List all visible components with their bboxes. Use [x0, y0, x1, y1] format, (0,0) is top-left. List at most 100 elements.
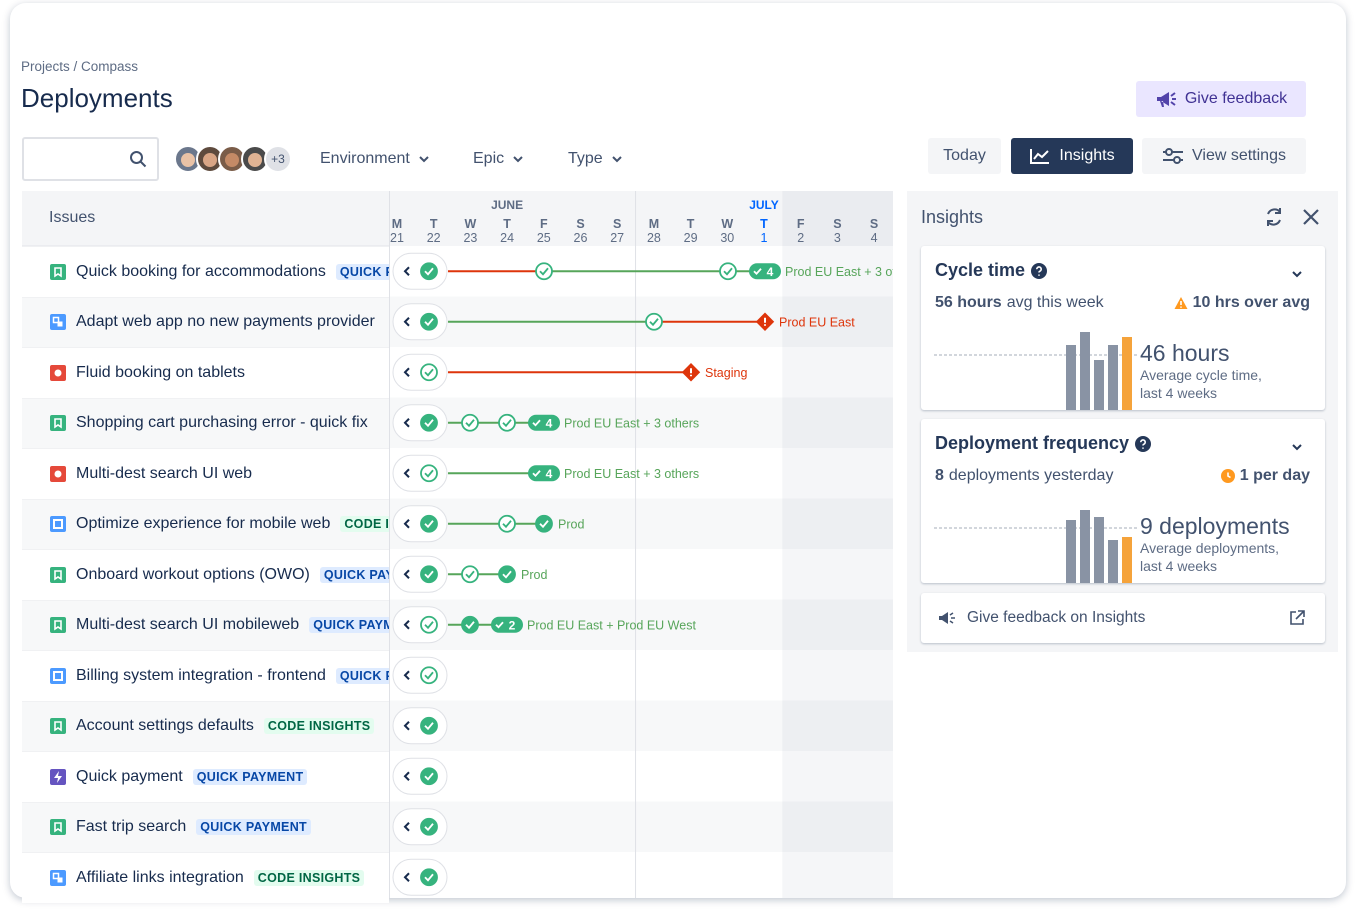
feedback-button[interactable]: Give feedback: [1136, 81, 1306, 117]
date-label: 27: [610, 231, 624, 245]
feedback-label: Give feedback: [1184, 90, 1288, 107]
deployment-step: [498, 514, 516, 533]
deployment-step: [645, 312, 663, 331]
filter-label: Type: [568, 150, 603, 167]
check-glyph: [532, 419, 541, 427]
issue-row[interactable]: Affiliate links integration CODE INSIGHTS: [22, 852, 389, 903]
refresh-icon[interactable]: [1263, 206, 1285, 228]
check-glyph: [465, 570, 475, 579]
icon-glyph: [54, 569, 62, 581]
icon-glyph: [52, 317, 60, 324]
view-settings-label: View settings: [1192, 147, 1286, 164]
chevron: [1292, 444, 1302, 451]
deployment-label: Prod EU East + 3 others: [564, 416, 699, 430]
filter-dropdown[interactable]: Type: [568, 146, 623, 172]
feedback-insights-label: Give feedback on Insights: [967, 609, 1146, 626]
summary-value: 8: [935, 467, 944, 484]
issue-title: Fluid booking on tablets: [76, 363, 245, 381]
chevron: [611, 156, 622, 163]
issue-title: Onboard workout options (OWO): [76, 565, 310, 583]
chevron-left: [403, 822, 410, 832]
date-label: 25: [537, 231, 551, 245]
deployment-step: [461, 413, 479, 432]
check-glyph: [424, 267, 434, 276]
feedback-row[interactable]: Give feedback on Insights: [921, 593, 1325, 643]
month-label: JULY: [749, 198, 779, 212]
big-value: 9 deployments: [1140, 513, 1290, 539]
date-label: 1: [761, 231, 768, 245]
issue-type-icon: [50, 516, 66, 533]
issue-title: Account settings defaults: [76, 717, 254, 735]
check-glyph: [424, 873, 434, 882]
issue-row[interactable]: Quick booking for accommodations QUICK PA…: [22, 246, 389, 297]
check-glyph: [424, 469, 434, 478]
month-label: JUNE: [491, 198, 523, 212]
issue-row[interactable]: Billing system integration - frontend QUI…: [22, 650, 389, 701]
issue-tag: QUICK PAYMENT: [319, 566, 389, 583]
deployment-success: [420, 767, 438, 786]
bar: [1094, 517, 1104, 583]
deployment-step: [420, 363, 438, 382]
view-settings-button[interactable]: View settings: [1142, 138, 1306, 174]
card-alert: 1 per day: [1220, 467, 1310, 485]
filter-dropdown[interactable]: Environment: [320, 146, 430, 172]
weekday-label: M: [392, 217, 402, 231]
check-glyph: [424, 368, 434, 377]
issue-row[interactable]: Fast trip search QUICK PAYMENT: [22, 801, 389, 852]
chevron-left: [403, 367, 410, 377]
deployment-success: [461, 615, 479, 634]
deployment-success: [420, 868, 438, 887]
insight-card: Deployment frequency 8 deployments yesterd…: [921, 419, 1325, 583]
today-button[interactable]: Today: [928, 138, 1001, 174]
chevron-icon: [611, 156, 622, 163]
expand-button: [392, 303, 448, 341]
megaphone-icon: [939, 612, 955, 624]
deployment-count: 2: [509, 618, 516, 632]
check-glyph: [424, 671, 434, 680]
issue-row[interactable]: Optimize experience for mobile web CODE I…: [22, 498, 389, 549]
search-box[interactable]: [22, 137, 159, 181]
check-glyph: [465, 419, 475, 428]
chevron: [419, 156, 429, 163]
avatars: +3: [174, 145, 292, 173]
close-icon[interactable]: [1300, 206, 1322, 228]
date-label: 22: [427, 231, 441, 245]
icon-bg: [50, 718, 66, 735]
deployment-count: 4: [767, 265, 774, 279]
issue-row[interactable]: Multi-dest search UI web: [22, 448, 389, 499]
check-glyph: [502, 570, 512, 579]
date-label: 30: [720, 231, 734, 245]
issue-type-icon: [50, 364, 66, 381]
chevron-left: [403, 519, 410, 529]
issue-row[interactable]: Fluid booking on tablets: [22, 347, 389, 398]
issue-row[interactable]: Onboard workout options (OWO) QUICK PAYME…: [22, 549, 389, 600]
timeline-row-bg: [389, 852, 893, 898]
check-glyph: [424, 419, 434, 428]
icon-glyph: [57, 877, 63, 883]
issue-row[interactable]: Account settings defaults CODE INSIGHTS: [22, 700, 389, 751]
check-glyph: [649, 318, 659, 327]
issue-row[interactable]: Multi-dest search UI mobileweb QUICK PAYM…: [22, 599, 389, 650]
issue-tag: QUICK PAYMENT: [309, 617, 389, 634]
issues-header-label: Issues: [49, 209, 96, 226]
issue-type-icon: [50, 566, 66, 583]
deployment-step: [461, 565, 479, 584]
check-glyph: [495, 621, 504, 629]
page-title: Deployments: [21, 83, 173, 113]
check-glyph: [502, 520, 512, 529]
chevron-left: [403, 872, 410, 882]
filter-dropdown[interactable]: Epic: [473, 146, 524, 172]
insights-button[interactable]: Insights: [1011, 138, 1133, 174]
weekday-label: T: [430, 217, 438, 231]
check-glyph: [502, 419, 512, 428]
bar: [1094, 360, 1104, 410]
collapse-chevron: [1292, 444, 1302, 451]
chevron: [1292, 271, 1302, 278]
card-summary: 56 hours avg this week: [935, 294, 1104, 312]
issue-row[interactable]: Shopping cart purchasing error - quick f…: [22, 397, 389, 448]
filter-label: Epic: [473, 150, 505, 167]
deployment-count: 4: [546, 467, 553, 481]
weekday-label: S: [833, 217, 841, 231]
issue-row[interactable]: Quick payment QUICK PAYMENT: [22, 751, 389, 802]
issue-row[interactable]: Adapt web app no new payments provider: [22, 296, 389, 347]
